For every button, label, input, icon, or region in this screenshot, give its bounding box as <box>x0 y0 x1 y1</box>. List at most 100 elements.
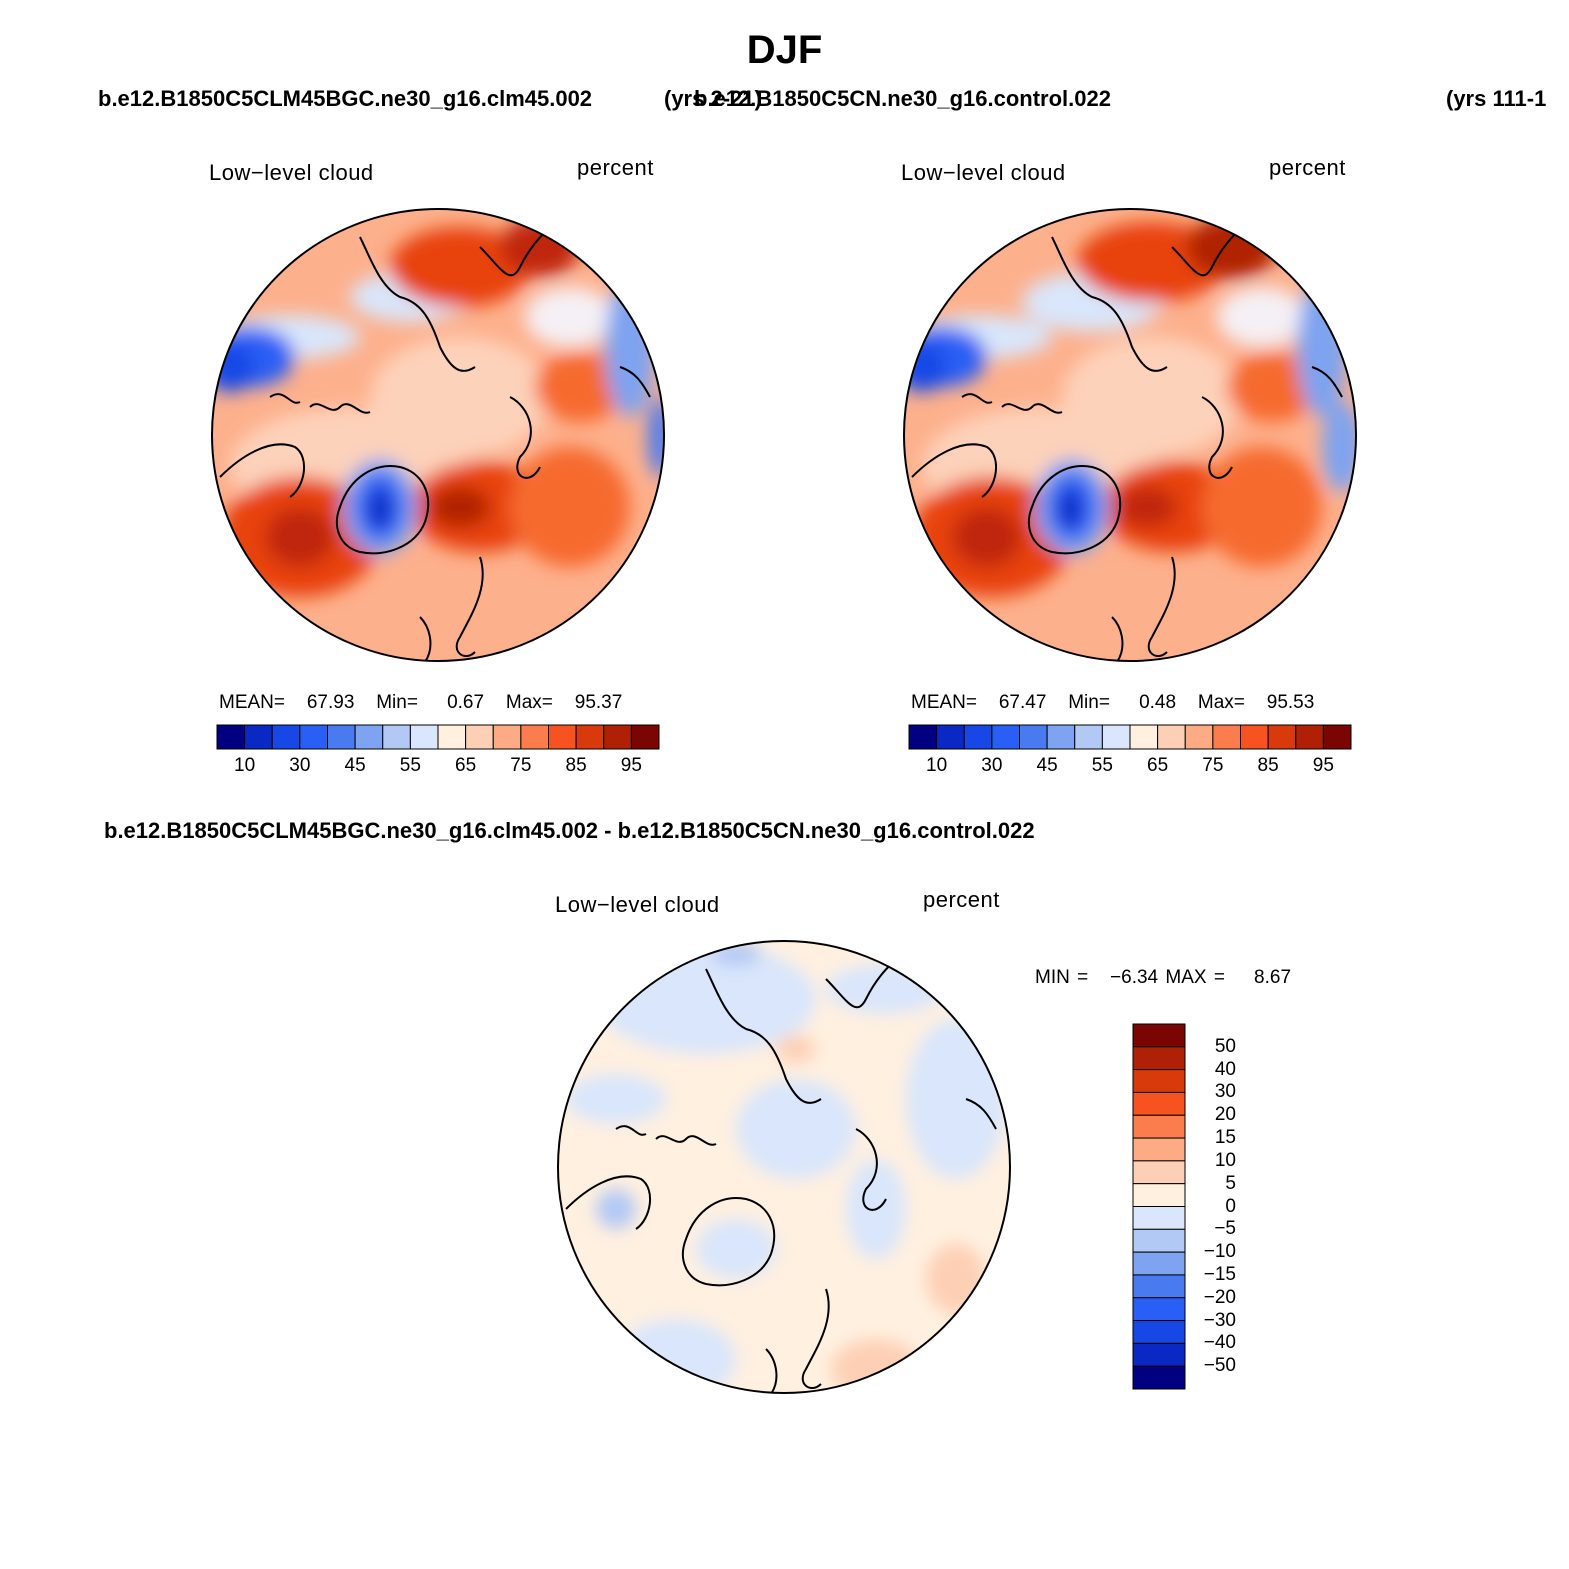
panel2-colorbar <box>908 724 1352 750</box>
panel1-colorbar <box>216 724 660 750</box>
panel2-colorbar-tick: 45 <box>1036 755 1058 776</box>
panel2-colorbar-swatch <box>936 724 965 750</box>
panel2-mean-label: MEAN= <box>911 692 977 713</box>
difference-colorbar-tick: 10 <box>1214 1149 1236 1171</box>
difference-colorbar-tick: −40 <box>1203 1332 1236 1354</box>
difference-colorbar-swatch <box>1132 1251 1186 1276</box>
difference-colorbar-swatch <box>1132 1274 1186 1299</box>
panel1-colorbar-swatch <box>548 724 577 750</box>
panel2-mean-value: 67.47 <box>998 692 1047 713</box>
difference-colorbar-swatch <box>1132 1297 1186 1322</box>
panel1-units: percent <box>577 155 654 180</box>
difference-colorbar-swatch <box>1132 1091 1186 1116</box>
difference-colorbar-swatch <box>1132 1365 1186 1390</box>
panel1-colorbar-tick: 65 <box>455 755 477 776</box>
main-title: DJF <box>746 28 823 72</box>
panel2-colorbar-swatch <box>908 724 938 750</box>
panel1-colorbar-swatch <box>271 724 301 750</box>
difference-map <box>557 940 1011 1394</box>
panel2-colorbar-swatch <box>1295 724 1324 750</box>
panel2-colorbar-swatch <box>1046 724 1076 750</box>
panel1-colorbar-tick: 55 <box>399 755 421 776</box>
panel2-min-label: Min= <box>1068 692 1110 713</box>
panel2-colorbar-swatch <box>1101 724 1131 750</box>
panel1-variable: Low−level cloud <box>209 160 374 185</box>
difference-colorbar-tick: −15 <box>1203 1263 1236 1285</box>
difference-colorbar-tick: −5 <box>1214 1218 1236 1240</box>
panel1-colorbar-swatch <box>382 724 411 750</box>
panel1-colorbar-swatch <box>630 724 660 750</box>
difference-units: percent <box>923 887 1000 912</box>
difference-variable: Low−level cloud <box>555 892 720 917</box>
panel1-mean-value: 67.93 <box>306 692 355 713</box>
panel2-colorbar-swatch <box>1322 724 1352 750</box>
panel2-map <box>903 208 1357 662</box>
difference-colorbar-tick: 5 <box>1225 1172 1236 1194</box>
panel2-stats: MEAN= 67.47 Min= 0.48 Max= 95.53 <box>911 692 1314 714</box>
difference-colorbar-tick: 50 <box>1214 1035 1236 1057</box>
panel1-colorbar-swatch <box>327 724 356 750</box>
difference-colorbar-swatch <box>1132 1023 1186 1048</box>
panel2-colorbar-swatch <box>1240 724 1269 750</box>
panel1-stats: MEAN= 67.93 Min= 0.67 Max= 95.37 <box>219 692 622 714</box>
panel2-colorbar-swatch <box>1019 724 1048 750</box>
panel2-colorbar-swatch <box>1212 724 1241 750</box>
panel1-colorbar-swatch <box>520 724 549 750</box>
panel1-max-value: 95.37 <box>574 692 623 713</box>
panel1-min-label: Min= <box>376 692 418 713</box>
difference-colorbar <box>1132 1023 1186 1390</box>
panel1-colorbar-tick: 10 <box>234 755 256 776</box>
panel1-colorbar-swatch <box>437 724 467 750</box>
panel1-mean-label: MEAN= <box>219 692 285 713</box>
panel2-min-value: 0.48 <box>1139 692 1177 713</box>
panel2-case-title: b.e12.B1850C5CN.ne30_g16.control.022 <box>694 86 1111 111</box>
difference-colorbar-swatch <box>1132 1228 1186 1253</box>
difference-colorbar-tick: 20 <box>1214 1104 1236 1126</box>
panel1-colorbar-swatch <box>492 724 522 750</box>
panel2-colorbar-swatch <box>1184 724 1214 750</box>
difference-colorbar-tick: 0 <box>1225 1195 1236 1217</box>
panel1-years: (yrs 2-21) <box>664 86 762 111</box>
panel1-max-label: Max= <box>505 692 553 713</box>
difference-colorbar-swatch <box>1132 1069 1186 1093</box>
difference-colorbar-swatch <box>1132 1114 1186 1139</box>
panel2-max-value: 95.53 <box>1266 692 1315 713</box>
panel2-colorbar-tick: 75 <box>1202 755 1224 776</box>
panel2-years: (yrs 111-1 <box>1446 86 1547 111</box>
difference-min-max: MIN = −6.34 MAX = 8.67 <box>1035 967 1292 988</box>
panel2-max-label: Max= <box>1197 692 1245 713</box>
difference-colorbar-swatch <box>1132 1320 1186 1344</box>
panel1-min-value: 0.67 <box>447 692 485 713</box>
difference-colorbar-swatch <box>1132 1206 1186 1230</box>
difference-colorbar-swatch <box>1132 1342 1186 1367</box>
panel1-colorbar-tick: 45 <box>344 755 366 776</box>
panel1-colorbar-swatch <box>465 724 494 750</box>
panel2-colorbar-swatch <box>1129 724 1159 750</box>
difference-colorbar-tick: −30 <box>1203 1309 1236 1331</box>
difference-colorbar-tick: −20 <box>1203 1286 1236 1308</box>
panel1-colorbar-swatch <box>603 724 632 750</box>
panel2-colorbar-tick: 95 <box>1312 755 1334 776</box>
difference-colorbar-swatch <box>1132 1137 1186 1162</box>
difference-colorbar-swatch <box>1132 1160 1186 1185</box>
panel1-colorbar-tick: 75 <box>510 755 532 776</box>
difference-colorbar-tick: −10 <box>1203 1241 1236 1263</box>
panel2-colorbar-swatch <box>1074 724 1103 750</box>
panel1-colorbar-swatch <box>299 724 328 750</box>
panel1-colorbar-tick: 95 <box>620 755 642 776</box>
panel2-colorbar-swatch <box>1157 724 1186 750</box>
panel1-colorbar-swatch <box>354 724 384 750</box>
panel1-colorbar-swatch <box>244 724 273 750</box>
panel1-colorbar-swatch <box>216 724 246 750</box>
panel1-colorbar-swatch <box>409 724 439 750</box>
difference-title: b.e12.B1850C5CLM45BGC.ne30_g16.clm45.002… <box>104 818 1035 843</box>
difference-colorbar-swatch <box>1132 1183 1186 1207</box>
panel2-units: percent <box>1269 155 1346 180</box>
panel2-colorbar-swatch <box>963 724 993 750</box>
panel1-map <box>211 208 665 662</box>
difference-colorbar-tick: 15 <box>1214 1127 1236 1149</box>
panel1-colorbar-tick: 30 <box>289 755 311 776</box>
panel1-colorbar-tick: 85 <box>565 755 587 776</box>
panel2-colorbar-tick: 10 <box>926 755 948 776</box>
